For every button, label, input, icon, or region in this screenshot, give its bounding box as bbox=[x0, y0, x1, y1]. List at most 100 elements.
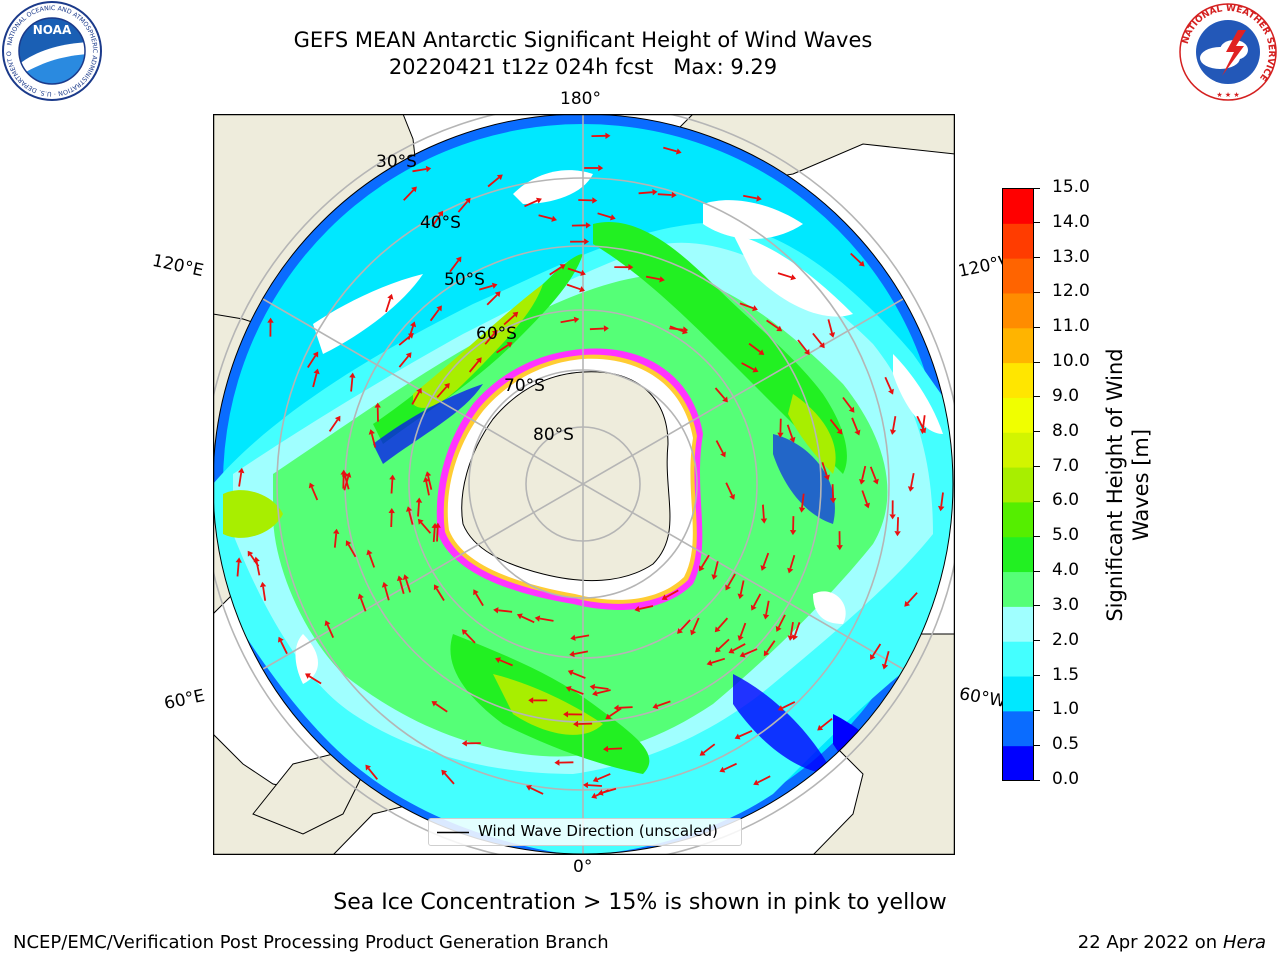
wave-arrow-head bbox=[580, 269, 586, 276]
wave-arrow-head bbox=[235, 557, 242, 563]
wave-arrow-shaft bbox=[884, 376, 892, 391]
wave-arrow-shaft bbox=[766, 319, 779, 330]
wave-arrow-head bbox=[345, 540, 352, 547]
colorbar-tick-mark bbox=[1034, 257, 1040, 259]
colorbar bbox=[1002, 188, 1034, 781]
wave-arrow-head bbox=[859, 479, 866, 485]
wave-arrow-shaft bbox=[801, 493, 805, 508]
wave-arrow-shaft bbox=[249, 554, 260, 567]
wave-arrow-head bbox=[567, 669, 574, 676]
wave-arrow-head bbox=[675, 148, 682, 155]
lon-label-60w: 60°W bbox=[957, 684, 1008, 712]
graticule bbox=[213, 114, 955, 855]
wave-arrow-head bbox=[671, 191, 677, 199]
wave-arrow-shaft bbox=[711, 657, 726, 664]
wave-arrow-shaft bbox=[597, 773, 611, 781]
wave-arrow-shaft bbox=[703, 743, 716, 754]
wave-arrow-head bbox=[516, 613, 523, 620]
wave-arrow-shaft bbox=[765, 600, 770, 615]
wave-arrow-head bbox=[610, 214, 616, 221]
wave-arrow-shaft bbox=[739, 622, 747, 637]
wave-arrow-head bbox=[828, 332, 836, 338]
wave-arrow-shaft bbox=[743, 194, 758, 200]
noaa-logo-text: NOAA bbox=[33, 23, 72, 37]
wave-arrow-shaft bbox=[638, 191, 653, 195]
wave-arrow-head bbox=[881, 663, 889, 670]
wave-arrow-head bbox=[425, 165, 432, 173]
wave-arrow-shaft bbox=[884, 650, 890, 665]
nws-logo: NATIONAL WEATHER SERVICE ★ ★ ★ bbox=[1179, 3, 1277, 101]
legend-line-icon bbox=[437, 831, 469, 834]
wave-arrow-head bbox=[904, 600, 910, 607]
colorbar-tick-label: 3.0 bbox=[1052, 594, 1080, 615]
colorbar-cell bbox=[1002, 223, 1034, 259]
wave-arrow-shaft bbox=[589, 327, 604, 331]
wave-arrow-head bbox=[682, 328, 688, 335]
wave-arrow-shaft bbox=[390, 512, 393, 528]
wave-arrow-shaft bbox=[310, 486, 319, 501]
colorbar-tick-mark bbox=[1034, 431, 1040, 433]
wave-arrow-head bbox=[823, 474, 830, 481]
wave-height-field bbox=[213, 114, 953, 854]
colorbar-cell bbox=[1002, 327, 1034, 364]
wave-arrow-head bbox=[389, 474, 396, 480]
colorbar-tick-label: 7.0 bbox=[1052, 455, 1080, 476]
wave-arrow-head bbox=[798, 507, 806, 513]
wave-arrow-head bbox=[613, 704, 619, 711]
wave-arrow-head bbox=[494, 291, 501, 298]
colorbar-tick-mark bbox=[1034, 640, 1040, 642]
footer-right: 22 Apr 2022 on Hera bbox=[1078, 932, 1266, 953]
wave-arrow-shaft bbox=[344, 475, 350, 490]
wave-arrow-shaft bbox=[399, 580, 405, 595]
colorbar-tick-mark bbox=[1034, 779, 1040, 781]
wave-arrow-head bbox=[907, 486, 915, 492]
wave-arrow-shaft bbox=[821, 462, 828, 476]
wave-arrow-head bbox=[690, 629, 697, 636]
wave-arrow-head bbox=[863, 502, 870, 509]
wave-arrow-shaft bbox=[669, 325, 684, 333]
wave-arrow-shaft bbox=[872, 643, 882, 657]
wave-arrow-shaft bbox=[940, 492, 944, 507]
colorbar-cell bbox=[1002, 362, 1034, 398]
colorbar-cell bbox=[1002, 606, 1034, 642]
wave-arrow-head bbox=[455, 256, 462, 263]
wave-arrow-shaft bbox=[906, 592, 918, 604]
wave-arrow-shaft bbox=[827, 319, 833, 334]
wave-arrow-shaft bbox=[549, 266, 562, 276]
map-legend: Wind Wave Direction (unscaled) bbox=[428, 818, 742, 846]
wave-arrow-shaft bbox=[748, 342, 761, 353]
antarctica bbox=[436, 348, 703, 610]
lat-label-40s: 40°S bbox=[420, 213, 461, 233]
wave-arrow-shaft bbox=[347, 544, 357, 558]
colorbar-title-line2: Waves [m] bbox=[1129, 428, 1153, 542]
colorbar-cell bbox=[1002, 258, 1034, 294]
wave-arrow-shaft bbox=[820, 717, 833, 729]
wave-arrow-shaft bbox=[743, 648, 758, 656]
colorbar-cell bbox=[1002, 432, 1034, 468]
wave-arrow-head bbox=[313, 368, 320, 375]
wave-arrow-head bbox=[366, 549, 373, 556]
colorbar-tick-label: 10.0 bbox=[1052, 351, 1090, 372]
wave-arrow-head bbox=[591, 792, 598, 799]
wave-arrow-head bbox=[437, 210, 444, 217]
wave-arrow-head bbox=[476, 357, 482, 364]
colorbar-tick-mark bbox=[1034, 291, 1040, 293]
colorbar-cell bbox=[1002, 397, 1034, 433]
wave-arrow-head bbox=[728, 647, 735, 654]
wave-arrow-head bbox=[415, 497, 423, 503]
colorbar-tick-mark bbox=[1034, 709, 1040, 711]
wave-arrow-shaft bbox=[425, 481, 430, 496]
wave-arrow-shaft bbox=[762, 552, 770, 567]
wave-arrow-shaft bbox=[457, 200, 469, 213]
wave-arrow-shaft bbox=[328, 419, 339, 432]
wave-arrow-head bbox=[752, 366, 759, 373]
wave-arrow-shaft bbox=[436, 527, 439, 542]
colorbar-tick-mark bbox=[1034, 744, 1040, 746]
wave-arrow-shaft bbox=[572, 671, 586, 679]
wave-arrow-head bbox=[777, 432, 784, 438]
wave-arrow-head bbox=[573, 720, 579, 728]
lon-label-60e: 60°E bbox=[162, 685, 207, 715]
wave-arrow-shaft bbox=[916, 415, 925, 430]
wave-direction-arrows bbox=[235, 132, 945, 799]
wave-arrow-shaft bbox=[713, 561, 719, 576]
